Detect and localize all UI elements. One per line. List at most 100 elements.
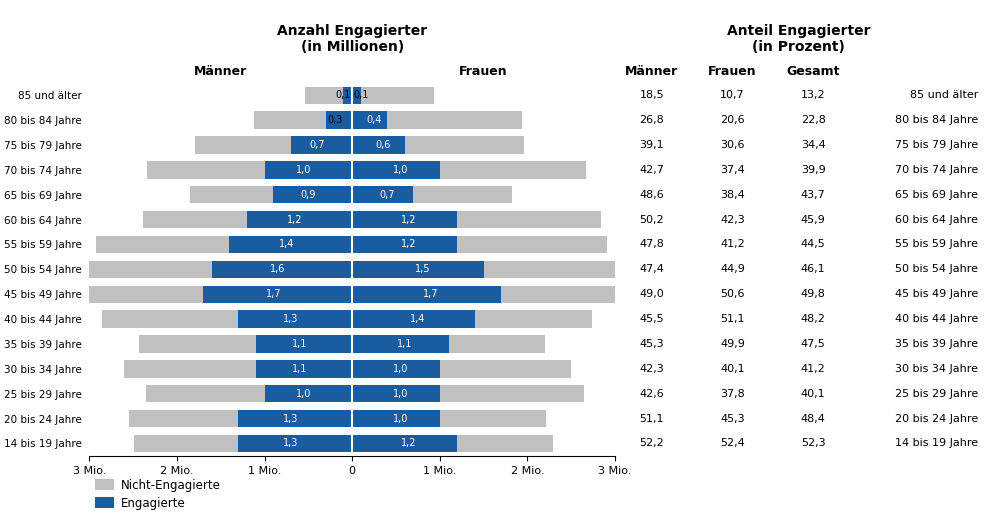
Bar	[352, 87, 434, 104]
Bar	[95, 236, 352, 253]
Bar	[352, 111, 387, 129]
Text: 1,2: 1,2	[402, 239, 417, 250]
Bar	[352, 261, 645, 278]
Bar	[254, 111, 352, 129]
Text: Gesamt: Gesamt	[787, 65, 840, 78]
Text: 52,4: 52,4	[720, 438, 745, 449]
Bar	[352, 360, 570, 378]
Bar	[352, 136, 524, 154]
Text: 44,9: 44,9	[720, 264, 745, 275]
Bar	[352, 87, 361, 104]
Bar	[352, 211, 601, 228]
Text: 47,8: 47,8	[639, 239, 665, 250]
Text: 45 bis 49 Jahre: 45 bis 49 Jahre	[895, 289, 978, 299]
Text: Anzahl Engagierter
(in Millionen): Anzahl Engagierter (in Millionen)	[277, 24, 428, 54]
Bar	[352, 335, 546, 353]
Text: 39,1: 39,1	[640, 140, 664, 150]
Text: Frauen: Frauen	[708, 65, 757, 78]
Bar	[325, 111, 352, 129]
Bar	[238, 410, 352, 427]
Bar	[273, 186, 352, 204]
Text: 0,6: 0,6	[375, 140, 391, 150]
Text: 48,2: 48,2	[801, 314, 825, 324]
Text: 40,1: 40,1	[801, 388, 825, 399]
Bar	[212, 261, 352, 278]
Text: 1,4: 1,4	[411, 314, 426, 324]
Bar	[352, 161, 586, 179]
Text: 34,4: 34,4	[801, 140, 825, 150]
Bar	[352, 186, 414, 204]
Text: 47,5: 47,5	[801, 339, 825, 349]
Text: 1,7: 1,7	[424, 289, 438, 299]
Text: 1,1: 1,1	[292, 339, 308, 349]
Bar	[291, 136, 352, 154]
Text: Frauen: Frauen	[459, 65, 508, 78]
Bar	[265, 385, 352, 402]
Text: 75 bis 79 Jahre: 75 bis 79 Jahre	[895, 140, 978, 150]
Bar	[203, 285, 352, 303]
Legend: Nicht-Engagierte, Engagierte: Nicht-Engagierte, Engagierte	[95, 479, 221, 510]
Text: 1,1: 1,1	[397, 339, 413, 349]
Text: 0,7: 0,7	[310, 140, 324, 150]
Text: 49,8: 49,8	[801, 289, 825, 299]
Text: 1,6: 1,6	[270, 264, 286, 275]
Bar	[352, 111, 523, 129]
Text: 52,2: 52,2	[640, 438, 664, 449]
Bar	[352, 410, 439, 427]
Text: 43,7: 43,7	[801, 190, 825, 200]
Text: 37,4: 37,4	[720, 165, 745, 175]
Bar	[143, 211, 352, 228]
Text: 1,2: 1,2	[288, 214, 303, 225]
Bar	[352, 285, 647, 303]
Bar	[343, 87, 352, 104]
Text: 42,3: 42,3	[640, 364, 664, 374]
Bar	[352, 236, 607, 253]
Text: 1,3: 1,3	[283, 438, 299, 449]
Text: 20 bis 24 Jahre: 20 bis 24 Jahre	[895, 413, 978, 424]
Text: Männer: Männer	[625, 65, 679, 78]
Text: 52,3: 52,3	[801, 438, 825, 449]
Text: 45,5: 45,5	[640, 314, 664, 324]
Bar	[129, 410, 352, 427]
Text: 26,8: 26,8	[640, 115, 664, 125]
Text: 1,0: 1,0	[393, 364, 408, 374]
Text: 50,2: 50,2	[640, 214, 664, 225]
Bar	[352, 435, 457, 452]
Text: 1,5: 1,5	[415, 264, 430, 275]
Bar	[352, 385, 584, 402]
Bar	[195, 136, 352, 154]
Text: 50,6: 50,6	[720, 289, 745, 299]
Text: 1,7: 1,7	[266, 289, 281, 299]
Text: 45,3: 45,3	[720, 413, 745, 424]
Text: 80 bis 84 Jahre: 80 bis 84 Jahre	[895, 115, 978, 125]
Text: 42,3: 42,3	[720, 214, 745, 225]
Text: 1,0: 1,0	[297, 165, 311, 175]
Text: 0,1: 0,1	[353, 90, 369, 100]
Text: 46,1: 46,1	[801, 264, 825, 275]
Text: 0,3: 0,3	[327, 115, 342, 125]
Text: 38,4: 38,4	[720, 190, 745, 200]
Text: 44,5: 44,5	[801, 239, 825, 250]
Text: 1,0: 1,0	[393, 388, 408, 399]
Bar	[247, 211, 352, 228]
Bar	[147, 161, 352, 179]
Text: 55 bis 59 Jahre: 55 bis 59 Jahre	[896, 239, 978, 250]
Text: 39,9: 39,9	[801, 165, 825, 175]
Bar	[189, 186, 352, 204]
Text: 35 bis 39 Jahre: 35 bis 39 Jahre	[896, 339, 978, 349]
Text: 42,7: 42,7	[639, 165, 665, 175]
Text: 45,3: 45,3	[640, 339, 664, 349]
Text: 1,0: 1,0	[297, 388, 311, 399]
Text: 49,0: 49,0	[640, 289, 664, 299]
Text: 51,1: 51,1	[640, 413, 664, 424]
Text: 70 bis 74 Jahre: 70 bis 74 Jahre	[895, 165, 978, 175]
Bar	[352, 236, 457, 253]
Text: 48,6: 48,6	[640, 190, 664, 200]
Text: 1,4: 1,4	[279, 239, 294, 250]
Text: 45,9: 45,9	[801, 214, 825, 225]
Text: 0,1: 0,1	[335, 90, 351, 100]
Bar	[352, 161, 439, 179]
Text: 41,2: 41,2	[720, 239, 745, 250]
Bar	[147, 385, 352, 402]
Text: 50 bis 54 Jahre: 50 bis 54 Jahre	[896, 264, 978, 275]
